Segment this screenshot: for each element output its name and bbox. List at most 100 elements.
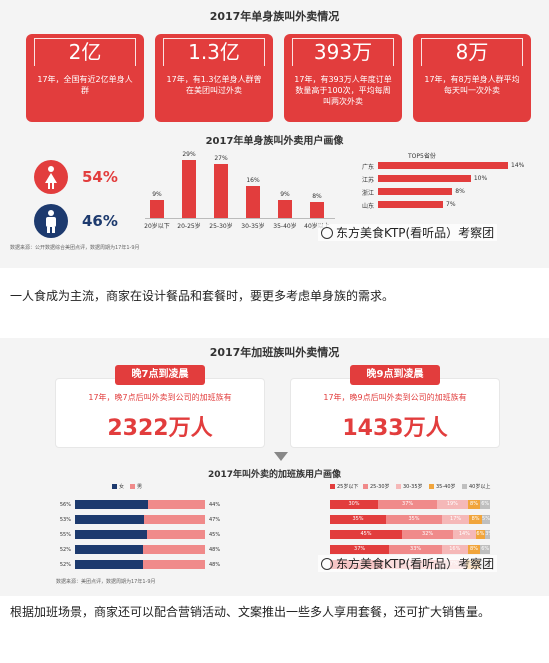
age-segment: 14% [453,530,476,539]
age-bar-value: 29% [182,151,196,158]
female-percent: 54% [82,168,118,186]
age-segment: 33% [389,545,442,554]
province-label: 江苏 [361,177,374,184]
gender-segment [147,500,205,509]
stat-card: 393万 17年，有393万人年度订单数量高于100次，平均每周叫两次外卖 [284,34,402,122]
province-label: 广东 [361,164,374,171]
female-value: 53% [59,517,71,523]
wechat-logo-icon [321,558,333,570]
age-bar [246,186,260,218]
age-segment: 45% [330,530,402,539]
legend-label: 40岁以上 [469,484,491,490]
legend-label: 25岁以下 [337,484,359,490]
province-label: 山东 [361,203,374,210]
time-pill: 晚9点到凌晨 [350,365,440,385]
overtime-desc: 17年，晚7点后叫外卖到公司的加班族有 [88,393,232,402]
age-bar-label: 40岁以上 [304,223,330,230]
legend-swatch [330,484,335,489]
stat-text: 17年，有1.3亿单身人群曾在美团叫过外卖 [166,75,262,95]
age-segment: 35% [386,515,442,524]
stat-value: 1.3亿 [163,38,265,66]
female-value: 55% [59,532,71,538]
age-segment: 6% [475,530,486,539]
province-bar [378,201,443,208]
gender-segment [142,545,205,554]
age-segment: 19% [437,500,468,509]
stat-text: 17年，全国有近2亿单身人群 [37,75,133,95]
age-bar [310,202,324,218]
legend-label: 30-35岁 [403,484,423,490]
overtime-box [290,378,500,448]
female-value: 52% [59,562,71,568]
age-axis [145,218,335,219]
gender-segment [146,530,205,539]
age-segment: 30% [330,500,378,509]
male-icon [34,204,68,238]
age-bar [278,200,292,218]
stat-card: 8万 17年，有8万单身人群平均每天叫一次外卖 [413,34,531,122]
stat-card: 2亿 17年，全国有近2亿单身人群 [26,34,144,122]
legend-swatch [363,484,368,489]
province-value: 14% [511,162,525,169]
province-value: 10% [473,175,488,182]
province-label: 浙江 [361,190,374,197]
stat-card: 1.3亿 17年，有1.3亿单身人群曾在美团叫过外卖 [155,34,273,122]
age-segment: 6% [480,545,490,554]
age-bar-value: 8% [312,193,322,200]
legend-label: 25-30岁 [370,484,390,490]
province-value: 7% [446,201,456,208]
age-bar-value: 9% [152,191,162,198]
gender-segment [143,515,205,524]
age-bar-label: 20岁以下 [144,223,170,230]
age-bar-label: 35-40岁 [273,223,297,230]
age-bar-label: 30-35岁 [241,223,265,230]
age-segment: 6% [480,500,490,509]
age-segment: 37% [378,500,438,509]
stat-value: 393万 [292,38,394,66]
age-segment: 3% [485,530,490,539]
province-bar [378,175,471,182]
gender-segment [75,515,144,524]
paragraph: 根据加班场景，商家还可以配合营销活动、文案推出一些多人享用套餐，还可扩大销售量。 [10,605,491,619]
legend-swatch [130,484,135,489]
age-segment: 16% [442,545,468,554]
age-segment: 17% [442,515,470,524]
gender-segment [75,530,147,539]
age-segment: 8% [467,545,481,554]
male-value: 45% [209,532,221,538]
age-segment: 8% [469,515,482,524]
legend-label: 35-40岁 [436,484,456,490]
watermark: 东方美食KTP(看听品）考察团 [318,555,498,572]
overtime-number: 2322万人 [107,416,213,441]
male-value: 47% [209,517,221,523]
male-value: 44% [209,502,221,508]
stat-text: 17年，有393万人年度订单数量高于100次，平均每周叫两次外卖 [294,75,392,106]
male-value: 48% [209,562,221,568]
female-value: 52% [59,547,71,553]
female-icon [34,160,68,194]
age-bar [214,164,228,218]
gender-segment [75,560,143,569]
age-segment: 37% [330,545,390,554]
gender-segment [75,545,143,554]
top5-title: TOP5省份 [408,153,436,160]
female-value: 56% [59,502,71,508]
down-arrow-icon [274,452,288,461]
age-segment: 32% [402,530,454,539]
legend-swatch [396,484,401,489]
overtime-number: 1433万人 [342,416,448,441]
age-bar [182,160,196,218]
age-bar-value: 9% [280,191,290,198]
male-percent: 46% [82,212,118,230]
age-bar-value: 16% [246,177,260,184]
source-note: 数据来源：美团点评，数据周期为17年1-9月 [56,579,156,585]
legend-swatch [112,484,117,489]
profile-title: 2017年叫外卖的加班族用户画像 [207,470,342,480]
legend-label: 男 [137,484,143,490]
profile-title: 2017年单身族叫外卖用户画像 [205,136,344,147]
infographic-title: 2017年单身族叫外卖情况 [209,10,340,23]
province-bar [378,188,453,195]
age-bar-label: 25-30岁 [209,223,233,230]
age-segment: 8% [467,500,481,509]
single-people-infographic: 2017年单身族叫外卖情况 2亿 17年，全国有近2亿单身人群 1.3亿 17年… [0,0,549,268]
